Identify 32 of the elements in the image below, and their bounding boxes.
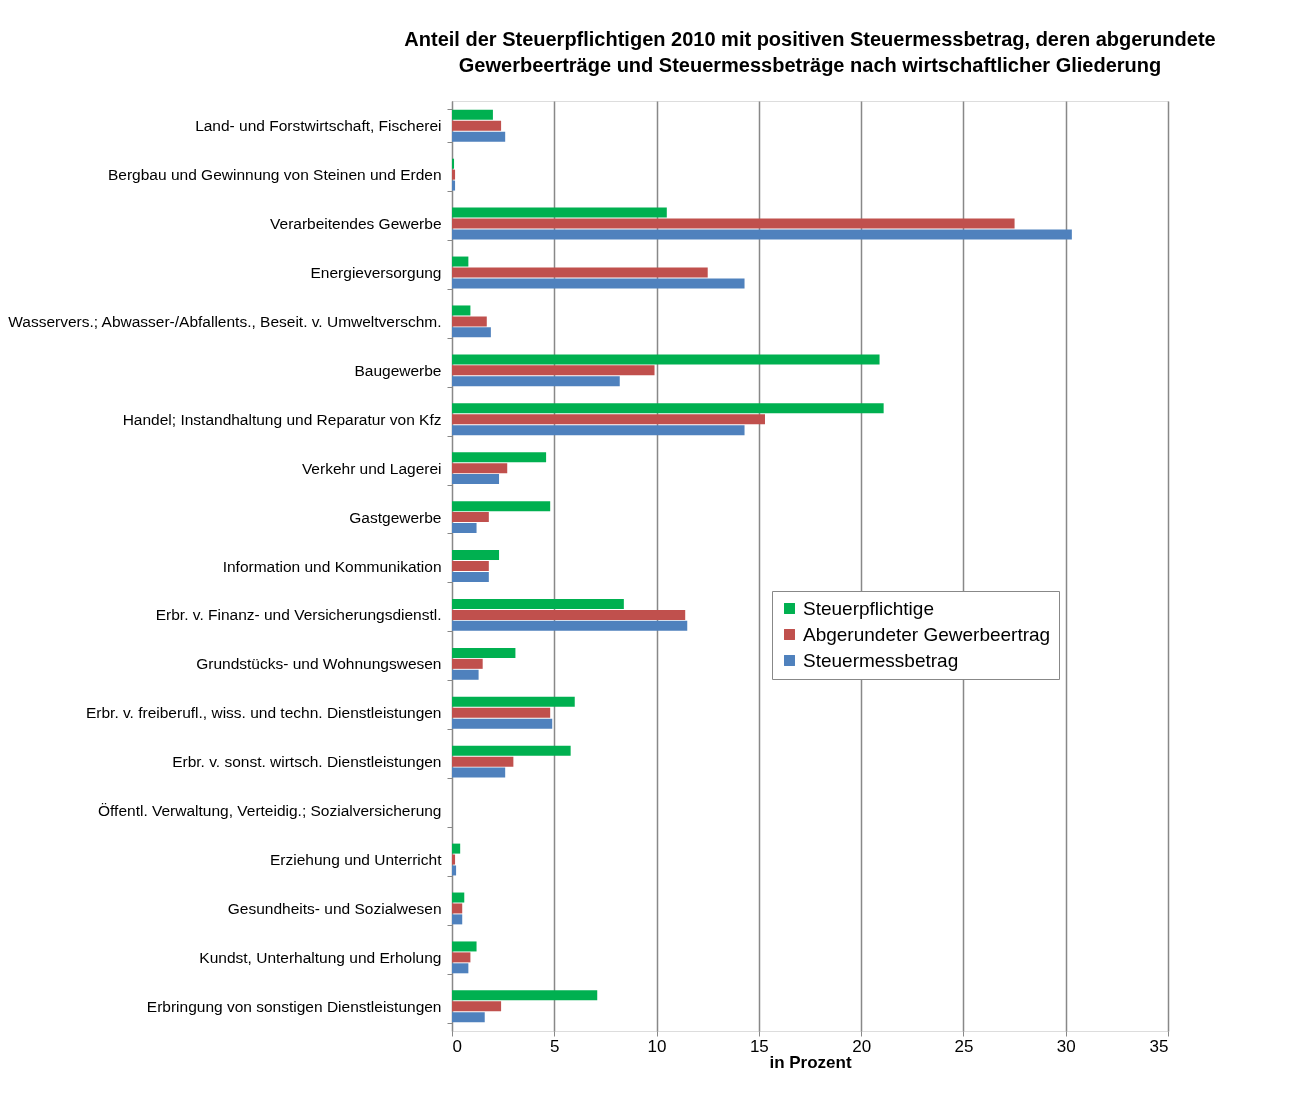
x-tick-label: 15: [749, 1036, 769, 1056]
y-tick-label: Kundst, Unterhaltung und Erholung: [199, 948, 442, 966]
chart-title: Anteil der Steuerpflichtigen 2010 mit positiven Steuermessbetrag, deren abgerundete Gewerbeerträge und Steuermessbeträge nach wirtschaftlicher Gliederung: [404, 28, 1216, 76]
x-tick-label: 10: [647, 1036, 667, 1056]
y-tick-label: Gesundheits- und Sozialwesen: [227, 899, 442, 917]
legend-label: Steuerpflichtige: [803, 597, 934, 619]
x-tick-label: 5: [550, 1036, 560, 1056]
y-tick-label: Erbr. v. Finanz- und Versicherungsdienstl.: [155, 606, 442, 624]
y-tick-label: Information und Kommunikation: [222, 557, 442, 575]
y-tick-label: Gastgewerbe: [349, 508, 442, 526]
x-tick-label: 30: [1056, 1036, 1076, 1056]
y-tick-label: Bergbau und Gewinnung von Steinen und Erden: [108, 166, 442, 184]
y-tick-label: Handel; Instandhaltung und Reparatur von Kfz: [122, 410, 442, 428]
x-tick-label: 0: [452, 1036, 462, 1056]
x-axis-title: in Prozent: [769, 1052, 852, 1072]
y-tick-label: Erbr. v. sonst. wirtsch. Dienstleistungen: [172, 753, 442, 771]
x-tick-label: 25: [954, 1036, 974, 1056]
legend-label: Steuermessbetrag: [803, 649, 959, 671]
y-tick-label: Energieversorgung: [310, 263, 442, 281]
x-tick-label: 20: [852, 1036, 872, 1056]
y-tick-label: Wasservers.; Abwasser-/Abfallents., Beseit. v. Umweltverschm.: [8, 312, 442, 330]
y-tick-label: Verarbeitendes Gewerbe: [270, 215, 442, 233]
y-tick-label: Öffentl. Verwaltung, Verteidig.; Sozialversicherung: [98, 802, 442, 820]
x-tick-label: 35: [1149, 1036, 1169, 1056]
legend-label: Abgerundeter Gewerbeertrag: [803, 623, 1051, 645]
y-tick-label: Land- und Forstwirtschaft, Fischerei: [195, 117, 442, 135]
y-tick-label: Grundstücks- und Wohnungswesen: [196, 655, 442, 673]
y-tick-label: Erbringung von sonstigen Dienstleistungen: [146, 997, 442, 1015]
y-tick-label: Verkehr und Lagerei: [301, 459, 442, 477]
y-tick-label: Erbr. v. freiberufl., wiss. und techn. Dienstleistungen: [85, 704, 442, 722]
y-tick-label: Baugewerbe: [354, 361, 442, 379]
y-tick-label: Erziehung und Unterricht: [270, 851, 443, 869]
